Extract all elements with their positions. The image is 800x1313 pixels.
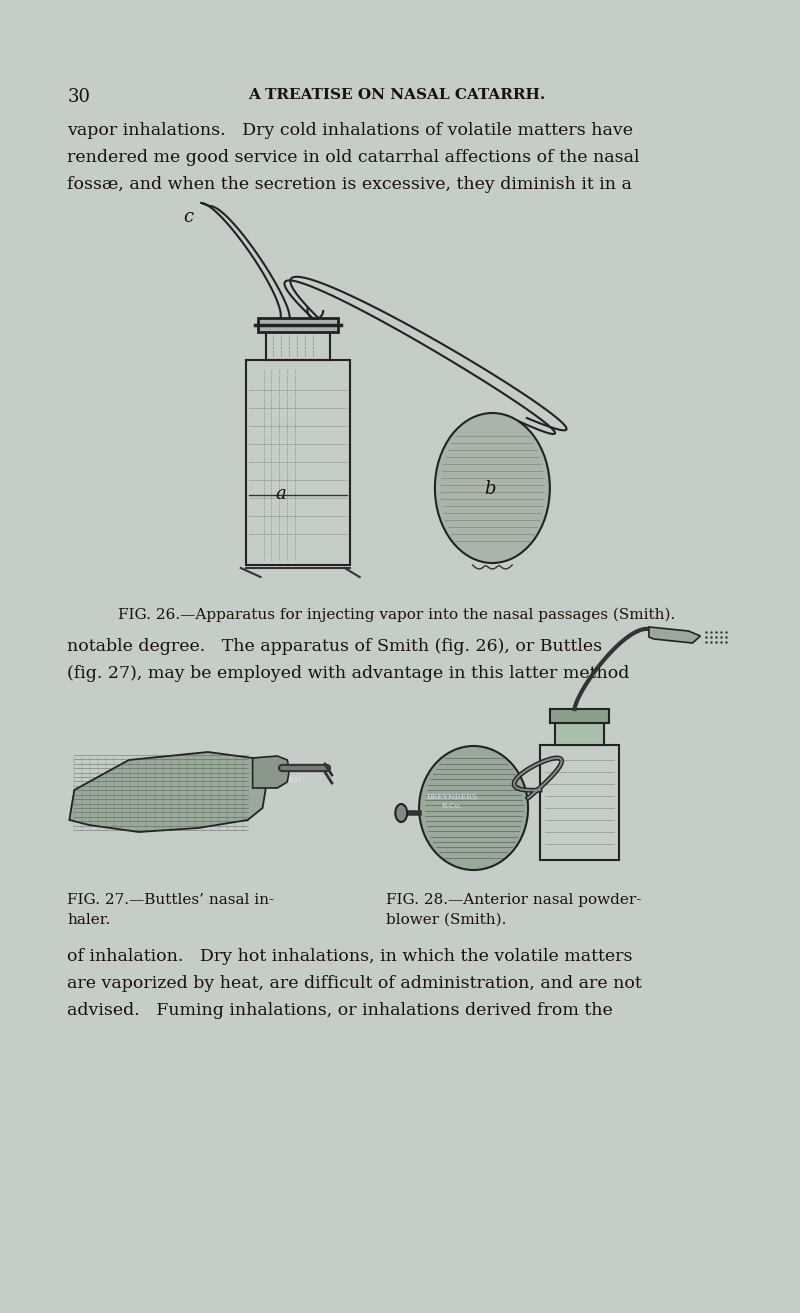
Text: vapor inhalations.   Dry cold inhalations of volatile matters have: vapor inhalations. Dry cold inhalations … <box>67 122 634 139</box>
Text: a: a <box>275 484 286 503</box>
Text: are vaporized by heat, are difficult of administration, and are not: are vaporized by heat, are difficult of … <box>67 976 642 993</box>
Ellipse shape <box>395 804 407 822</box>
Polygon shape <box>649 628 701 643</box>
Text: FIG. 28.—Anterior nasal powder-: FIG. 28.—Anterior nasal powder- <box>386 893 642 907</box>
Text: CEMRIC: CEMRIC <box>266 776 306 784</box>
Polygon shape <box>70 752 266 832</box>
Polygon shape <box>253 756 290 788</box>
Text: advised.   Fuming inhalations, or inhalations derived from the: advised. Fuming inhalations, or inhalati… <box>67 1002 613 1019</box>
FancyBboxPatch shape <box>258 318 338 332</box>
Ellipse shape <box>419 746 528 871</box>
Text: of inhalation.   Dry hot inhalations, in which the volatile matters: of inhalation. Dry hot inhalations, in w… <box>67 948 633 965</box>
Text: b: b <box>485 481 496 498</box>
Text: FIG. 27.—Buttles’ nasal in-: FIG. 27.—Buttles’ nasal in- <box>67 893 274 907</box>
Text: fossæ, and when the secretion is excessive, they diminish it in a: fossæ, and when the secretion is excessi… <box>67 176 632 193</box>
Text: 30: 30 <box>67 88 90 106</box>
Text: rendered me good service in old catarrhal affections of the nasal: rendered me good service in old catarrha… <box>67 148 640 165</box>
Ellipse shape <box>435 414 550 563</box>
FancyBboxPatch shape <box>554 723 604 744</box>
Text: FIG. 26.—Apparatus for injecting vapor into the nasal passages (Smith).: FIG. 26.—Apparatus for injecting vapor i… <box>118 608 675 622</box>
Text: A TREATISE ON NASAL CATARRH.: A TREATISE ON NASAL CATARRH. <box>248 88 545 102</box>
Text: c: c <box>184 207 194 226</box>
Text: (fig. 27), may be employed with advantage in this latter method: (fig. 27), may be employed with advantag… <box>67 664 630 681</box>
Text: notable degree.   The apparatus of Smith (fig. 26), or Buttles: notable degree. The apparatus of Smith (… <box>67 638 602 655</box>
Text: blower (Smith).: blower (Smith). <box>386 913 506 927</box>
Text: haler.: haler. <box>67 913 110 927</box>
Text: BREYNDERS
R.Co.: BREYNDERS R.Co. <box>426 793 478 810</box>
FancyBboxPatch shape <box>550 709 610 723</box>
